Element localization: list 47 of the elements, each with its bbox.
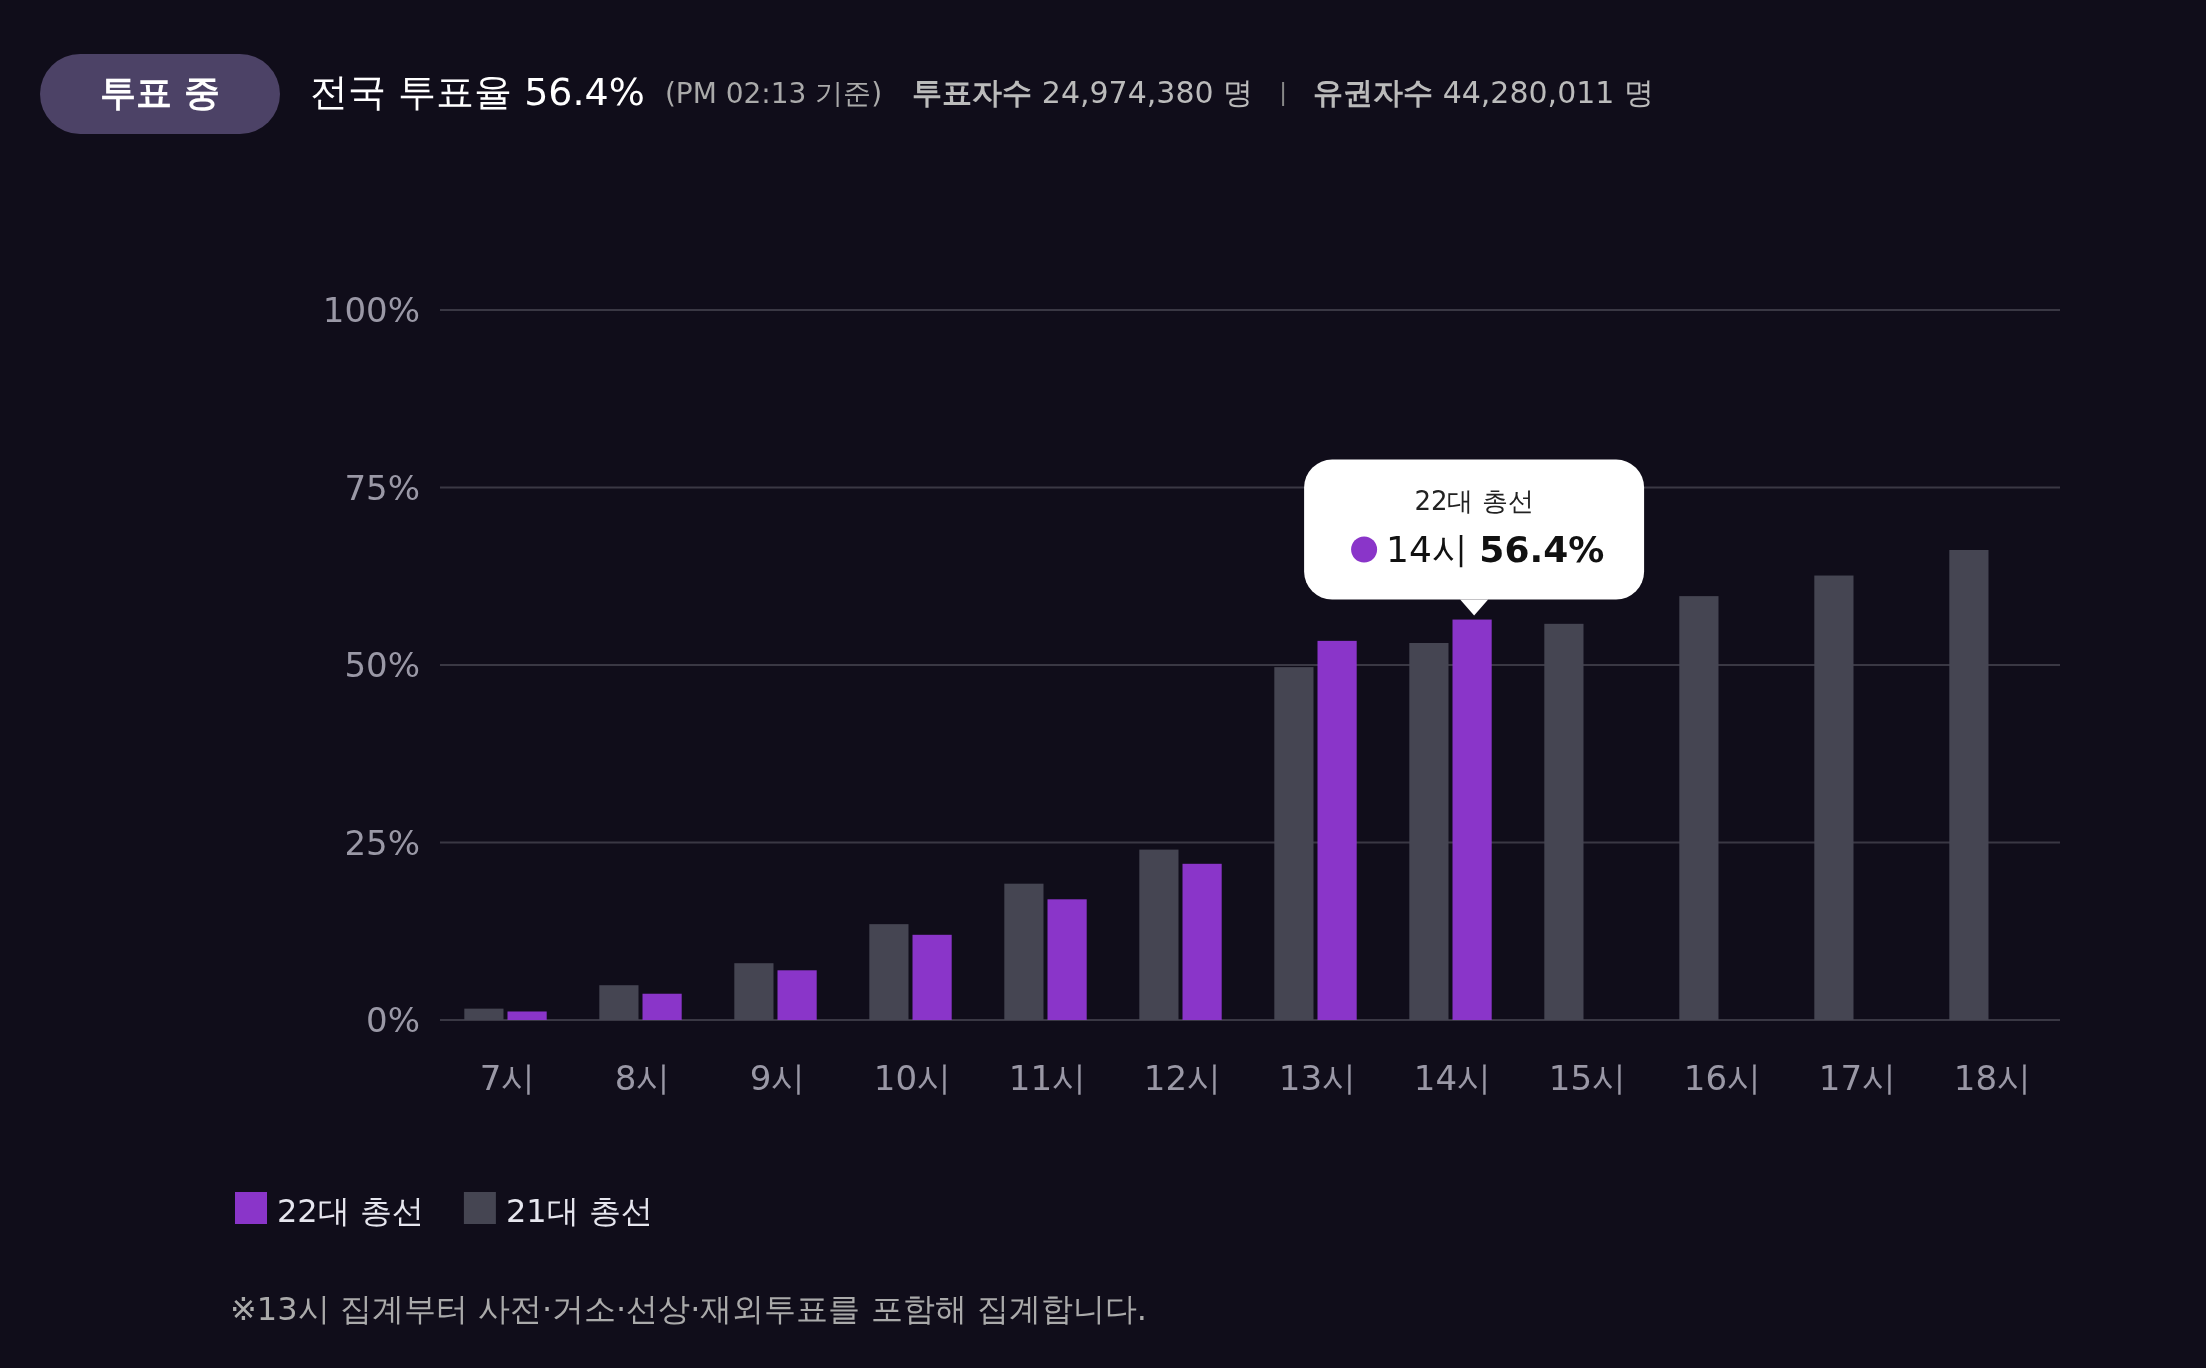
bar	[1409, 642, 1449, 1020]
bar	[599, 985, 639, 1020]
x-tick-label: 16시	[1683, 1058, 1762, 1098]
bar	[507, 1011, 547, 1020]
y-tick-label: 0%	[366, 1000, 420, 1040]
bar	[1047, 899, 1087, 1020]
bar	[1949, 549, 1989, 1020]
chart-subtitle: (PM 02:13 기준)	[664, 77, 883, 110]
x-tick-label: 13시	[1278, 1058, 1357, 1098]
chart-title: 전국 투표율 56.4%	[310, 70, 645, 114]
x-tick-label: 10시	[873, 1058, 952, 1098]
y-tick-label: 75%	[344, 467, 420, 508]
x-tick-label: 8시	[614, 1058, 671, 1098]
bar	[1452, 619, 1492, 1020]
bar	[734, 963, 774, 1020]
x-tick-label: 11시	[1008, 1058, 1087, 1098]
bar	[642, 993, 682, 1020]
bar	[1814, 575, 1854, 1020]
text: 투표 중	[99, 72, 221, 113]
bar	[912, 934, 952, 1020]
text: ※13시 집계부터 사전·거소·선상·재외투표를 포함해 집계합니다.	[230, 1290, 1147, 1328]
bar	[1274, 667, 1314, 1020]
x-tick-label: 12시	[1143, 1058, 1222, 1098]
text: 투표자수 24,974,380 명	[912, 75, 1254, 110]
annotation: 14시 56.4%	[1386, 528, 1605, 570]
bar	[1317, 640, 1357, 1020]
x-tick-label: 7시	[479, 1058, 536, 1098]
bar	[1004, 883, 1044, 1020]
x-tick-label: 17시	[1818, 1058, 1897, 1098]
text: 22대 총선	[1414, 485, 1534, 516]
text: 유권자수 44,280,011 명	[1313, 75, 1654, 110]
bar	[464, 1008, 504, 1020]
y-tick-label: 50%	[344, 645, 420, 685]
bar	[1182, 863, 1222, 1020]
y-tick-label: 100%	[322, 290, 420, 330]
bar	[1139, 849, 1179, 1020]
bar	[1679, 596, 1719, 1020]
x-tick-label: 9시	[749, 1058, 806, 1098]
x-tick-label: 14시	[1413, 1058, 1492, 1098]
bar	[1544, 623, 1584, 1020]
bar	[777, 970, 817, 1020]
legend-label: 21대 총선	[505, 1192, 653, 1230]
x-tick-label: 15시	[1548, 1058, 1627, 1098]
legend-label: 22대 총선	[277, 1192, 424, 1230]
bar	[869, 924, 909, 1020]
x-tick-label: 18시	[1953, 1058, 2032, 1098]
y-tick-label: 25%	[344, 822, 420, 863]
